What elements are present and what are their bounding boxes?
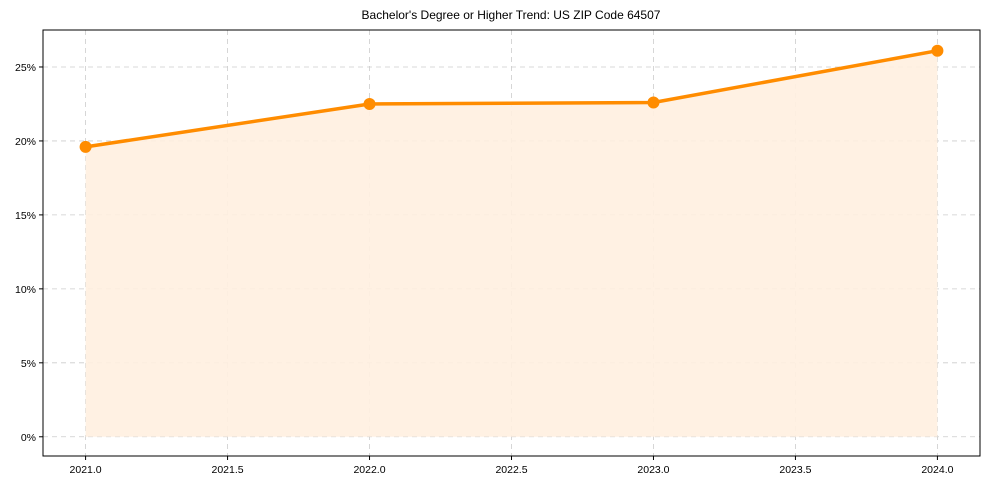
y-tick-label: 25%	[15, 62, 36, 74]
y-tick-label: 10%	[15, 284, 36, 296]
data-point	[647, 96, 660, 109]
x-tick-label: 2022.0	[353, 464, 385, 476]
y-tick-label: 20%	[15, 136, 36, 148]
y-tick-label: 5%	[21, 358, 36, 370]
x-tick-label: 2023.0	[637, 464, 669, 476]
y-tick-label: 0%	[21, 432, 36, 444]
x-tick-label: 2021.5	[211, 464, 243, 476]
chart-title: Bachelor's Degree or Higher Trend: US ZI…	[361, 8, 661, 22]
y-axis: 0% 5% 10% 15% 20% 25%	[15, 62, 43, 444]
x-tick-label: 2024.0	[921, 464, 953, 476]
x-tick-label: 2021.0	[70, 464, 102, 476]
area-fill	[85, 50, 938, 437]
data-point	[931, 44, 944, 57]
data-point	[79, 140, 92, 153]
y-tick-label: 15%	[15, 210, 36, 222]
x-axis: 2021.0 2021.5 2022.0 2022.5 2023.0 2023.5 2024…	[70, 456, 954, 476]
data-line	[83, 48, 940, 149]
x-tick-label: 2022.5	[495, 464, 527, 476]
x-tick-label: 2023.5	[779, 464, 811, 476]
data-point	[363, 97, 376, 110]
data-points	[79, 44, 944, 153]
